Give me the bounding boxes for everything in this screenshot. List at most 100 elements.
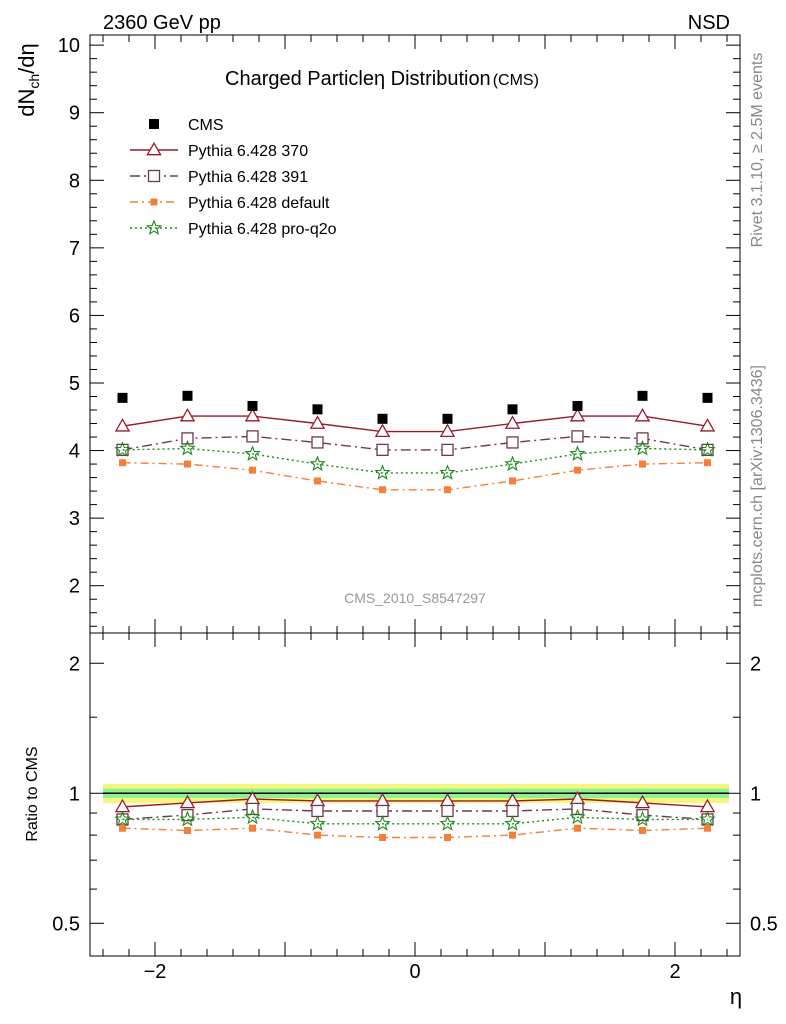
legend-item: Pythia 6.428 391 — [130, 169, 308, 186]
main-title: Charged Particleη Distribution (CMS) — [225, 68, 539, 90]
data-point — [439, 464, 456, 480]
main-ytick-label: 6 — [69, 305, 80, 327]
ratio-ytick-label: 0.5 — [52, 913, 80, 935]
data-point — [569, 408, 586, 422]
ratio-data-point — [244, 808, 261, 825]
data-point — [311, 436, 324, 449]
main-series-layer — [114, 390, 716, 494]
data-point — [506, 436, 519, 449]
ratio-ytick-label: 1 — [69, 783, 80, 805]
ratio-data-point — [376, 804, 389, 818]
ratio-data-point — [179, 810, 196, 827]
x-tick-label: 2 — [669, 961, 680, 983]
ratio-data-point — [704, 824, 711, 832]
ratio-ytick-label-right: 0.5 — [750, 913, 778, 935]
x-tick-label: 0 — [409, 961, 420, 983]
main-ylabel-main: dN — [14, 89, 39, 117]
legend-label: CMS — [188, 117, 224, 134]
data-point — [179, 439, 196, 456]
data-point — [571, 430, 584, 443]
main-ytick-label: 7 — [69, 238, 80, 260]
analysis-id: CMS_2010_S8547297 — [344, 590, 486, 606]
data-point — [634, 408, 651, 422]
ratio-series-line — [122, 808, 708, 821]
ratio-data-point — [569, 808, 586, 825]
ratio-data-point — [314, 831, 321, 839]
main-ytick-label: 5 — [69, 373, 80, 395]
data-point — [444, 486, 451, 494]
legend-item: Pythia 6.428 default — [130, 195, 330, 212]
data-point — [639, 460, 646, 468]
data-point — [374, 423, 391, 437]
data-point — [114, 418, 131, 432]
data-point — [509, 477, 516, 485]
legend-label: Pythia 6.428 default — [188, 195, 330, 212]
legend-marker — [149, 119, 159, 129]
ratio-data-point — [634, 810, 651, 827]
series-line — [122, 447, 708, 474]
data-point — [376, 443, 389, 457]
legend-marker — [145, 219, 163, 236]
ratio-data-point — [379, 833, 386, 841]
ratio-data-point — [504, 815, 521, 831]
series-3 — [119, 459, 711, 494]
main-ylabel-sub: ch — [26, 74, 42, 89]
main-ylabel: dNch/dη — [14, 43, 42, 117]
series-4 — [114, 439, 716, 480]
series-cms — [117, 390, 713, 424]
data-point — [377, 413, 388, 424]
main-ylabel-tail: /dη — [14, 43, 39, 74]
ratio-data-point — [574, 824, 581, 832]
data-point — [246, 430, 259, 443]
series-line — [122, 462, 708, 491]
series-1 — [114, 408, 716, 437]
ratio-data-point — [439, 815, 456, 831]
data-point — [184, 460, 191, 468]
series-line — [122, 435, 708, 451]
data-point — [244, 445, 261, 461]
ratio-data-point — [181, 808, 194, 822]
data-point — [507, 404, 518, 415]
data-point — [309, 415, 326, 429]
data-point — [572, 400, 583, 411]
ratio-data-point — [506, 804, 519, 818]
data-point — [439, 423, 456, 437]
ratio-ylabel: Ratio to CMS — [24, 746, 41, 841]
data-point — [379, 486, 386, 494]
main-ytick-label: 2 — [69, 576, 80, 598]
ratio-data-point — [444, 833, 451, 841]
data-point — [181, 432, 194, 445]
ratio-data-point — [119, 824, 126, 832]
process-label: NSD — [688, 12, 730, 34]
data-point — [247, 400, 258, 411]
ratio-data-point — [374, 815, 391, 831]
main-ytick-label: 10 — [58, 35, 80, 57]
data-point — [504, 455, 521, 472]
ratio-ytick-label: 2 — [69, 653, 80, 675]
ratio-series-line — [122, 798, 708, 808]
legend-label: Pythia 6.428 370 — [188, 143, 308, 160]
main-ytick-label: 9 — [69, 103, 80, 125]
ratio-data-point — [699, 810, 716, 827]
ratio-data-point — [114, 810, 131, 827]
ratio-series-layer — [114, 790, 716, 841]
data-point — [312, 404, 323, 415]
source-label: mcplots.cern.ch [arXiv:1306.3436] — [749, 365, 766, 607]
legend-marker — [146, 141, 162, 156]
energy-label: 2360 GeV pp — [103, 12, 221, 34]
main-title-text: Charged Particleη Distribution — [225, 68, 491, 90]
data-point — [504, 415, 521, 429]
ratio-series-4 — [114, 808, 716, 831]
ratio-series-2 — [116, 802, 714, 826]
legend-label: Pythia 6.428 391 — [188, 169, 308, 186]
data-point — [634, 439, 651, 456]
data-point — [704, 459, 711, 467]
data-point — [574, 466, 581, 474]
legend-item: CMS — [149, 117, 224, 134]
ratio-data-point — [309, 815, 326, 831]
ratio-data-point — [441, 804, 454, 818]
ratio-data-point — [636, 808, 649, 822]
ratio-axes: 0.5 0.5 1 1 2 2 −2 0 2 — [52, 633, 778, 983]
ratio-series-line — [122, 827, 708, 839]
